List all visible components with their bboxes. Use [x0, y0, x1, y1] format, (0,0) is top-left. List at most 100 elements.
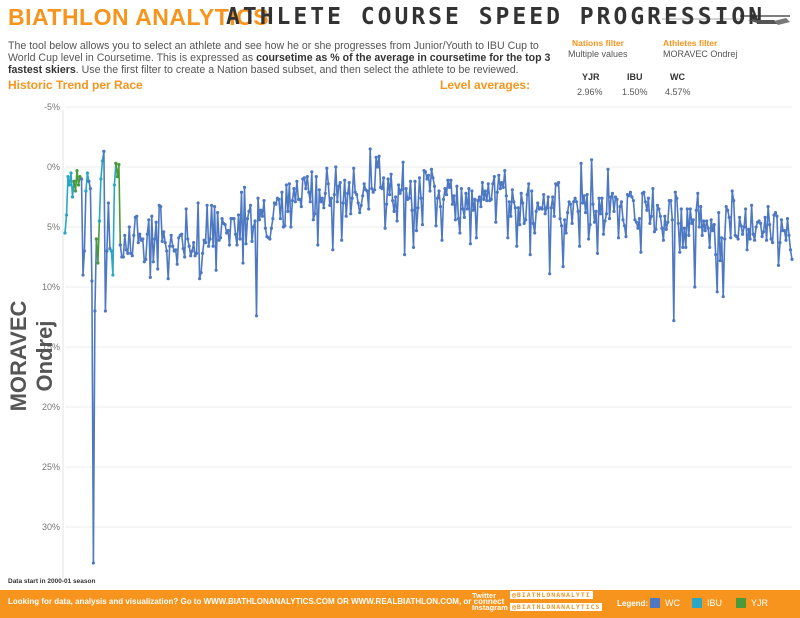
data-point [775, 214, 779, 218]
data-point [292, 187, 296, 191]
data-point [238, 237, 242, 241]
data-point [691, 218, 695, 222]
data-point [361, 194, 365, 198]
data-point [314, 175, 318, 179]
data-point [349, 212, 353, 216]
athletes-filter-dropdown[interactable]: MORAVEC Ondrej [663, 49, 738, 59]
data-point [687, 233, 691, 237]
data-point [531, 221, 535, 225]
data-point [404, 187, 408, 191]
data-point [516, 206, 520, 210]
data-point [745, 248, 749, 252]
data-point [706, 226, 710, 230]
data-point [192, 241, 196, 245]
data-point [654, 227, 658, 231]
data-point [666, 220, 670, 224]
data-point [278, 217, 282, 221]
data-point [189, 254, 193, 258]
data-point [504, 194, 508, 198]
data-point [138, 232, 142, 236]
data-point [94, 237, 98, 241]
y-tick-label: 15% [42, 342, 60, 352]
description: The tool below allows you to select an a… [8, 40, 553, 76]
data-point [130, 254, 134, 258]
data-point [588, 223, 592, 227]
data-point [385, 202, 389, 206]
y-tick-label: 25% [42, 462, 60, 472]
data-note: Data start in 2000-01 season [8, 578, 96, 585]
data-point [93, 309, 97, 313]
data-point [717, 211, 721, 215]
y-tick-label: 10% [42, 282, 60, 292]
data-point [201, 251, 205, 255]
data-point [561, 265, 565, 269]
data-point [250, 239, 254, 243]
data-point [374, 155, 378, 159]
data-point [682, 226, 686, 230]
data-point [245, 217, 250, 221]
data-point [441, 197, 446, 201]
data-point [323, 191, 327, 195]
footer-text[interactable]: Looking for data, analysis and visualiza… [8, 597, 505, 606]
data-point [779, 218, 784, 222]
data-point [414, 229, 419, 233]
data-point [631, 199, 636, 203]
y-axis-title: MORAVEC Ondrej [6, 300, 57, 412]
data-point [763, 215, 767, 219]
data-point [198, 277, 202, 281]
data-point [530, 189, 534, 193]
data-point [727, 215, 731, 219]
data-point [594, 209, 598, 213]
data-point [205, 203, 209, 207]
data-point [778, 241, 782, 245]
data-point [521, 201, 525, 205]
data-point [585, 193, 589, 197]
data-point [420, 223, 425, 227]
data-point [649, 214, 654, 218]
data-point [305, 175, 309, 179]
legend-swatch-ibu [692, 598, 702, 608]
data-point [548, 272, 552, 276]
instagram-label: Instagram [472, 603, 508, 612]
data-point [621, 218, 625, 222]
twitter-handle[interactable]: @BIATHLONANALYTI [510, 591, 593, 599]
data-point [590, 158, 594, 162]
data-point [766, 205, 770, 209]
data-point [163, 241, 167, 245]
data-point [367, 207, 371, 211]
instagram-handle[interactable]: @BIATHLONANALYTICS [510, 603, 603, 611]
data-point [313, 212, 317, 216]
data-point [679, 207, 683, 211]
data-point [479, 205, 483, 209]
data-point [489, 197, 493, 201]
data-point [400, 188, 404, 192]
data-point [145, 232, 149, 236]
data-point [676, 221, 680, 225]
data-point [290, 199, 294, 203]
data-point [99, 177, 103, 181]
data-point [67, 183, 72, 187]
data-point [148, 275, 152, 279]
data-point [322, 206, 326, 210]
data-point [622, 224, 627, 228]
data-point [289, 225, 293, 229]
data-point [518, 223, 522, 227]
data-point [446, 178, 450, 182]
data-point [350, 196, 354, 200]
data-point [455, 184, 459, 188]
data-point [633, 218, 637, 222]
data-point [190, 249, 194, 253]
levels-title: Level averages: [440, 78, 531, 92]
data-point [76, 183, 81, 187]
data-point [356, 201, 360, 205]
data-point [664, 227, 668, 231]
data-point [332, 193, 336, 197]
data-point [772, 213, 776, 217]
data-point [624, 235, 628, 239]
data-point [82, 249, 86, 253]
data-point [527, 182, 531, 186]
nations-filter-dropdown[interactable]: Multiple values [568, 49, 628, 59]
data-point [443, 187, 447, 191]
data-point [782, 229, 787, 233]
data-point [397, 183, 401, 187]
